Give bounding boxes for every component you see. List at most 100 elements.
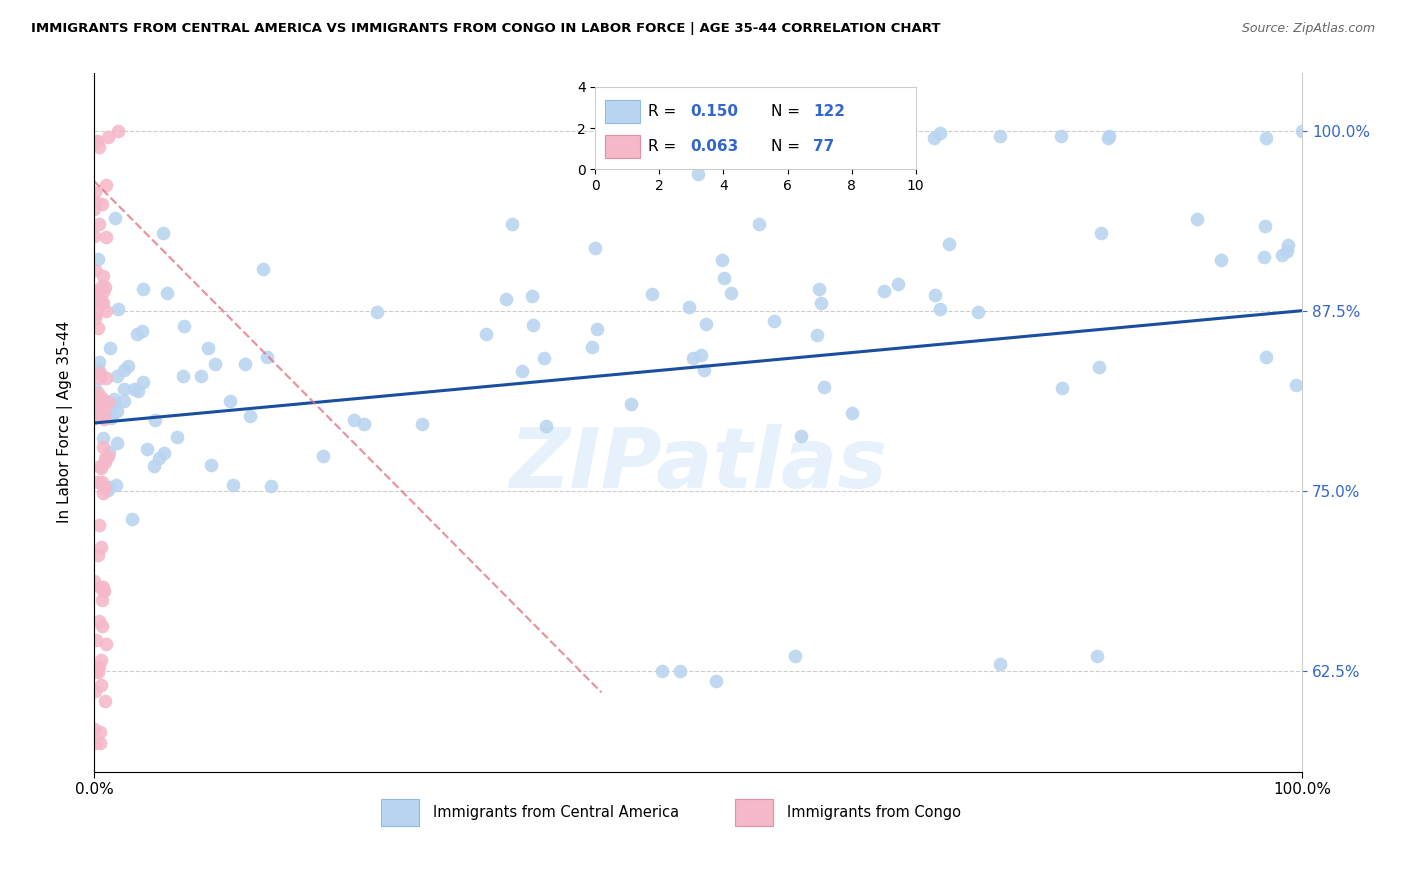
Point bbox=[84, 684, 107, 698]
Point bbox=[204, 357, 226, 371]
Point bbox=[89, 614, 111, 628]
Point bbox=[94, 280, 117, 294]
Point bbox=[197, 341, 219, 355]
Point bbox=[105, 403, 128, 417]
Point bbox=[86, 134, 108, 148]
Point bbox=[94, 455, 117, 469]
Point bbox=[922, 130, 945, 145]
Point bbox=[98, 341, 121, 355]
Point bbox=[90, 653, 112, 667]
Point bbox=[620, 397, 643, 411]
Point bbox=[862, 130, 884, 145]
Point bbox=[93, 480, 115, 494]
Point bbox=[84, 383, 107, 397]
Point bbox=[411, 417, 433, 431]
Point bbox=[1254, 130, 1277, 145]
Point bbox=[366, 305, 388, 319]
Point bbox=[1271, 248, 1294, 262]
Point bbox=[1277, 238, 1299, 252]
Point bbox=[1098, 129, 1121, 144]
Point bbox=[83, 134, 105, 148]
Point bbox=[91, 285, 114, 300]
Point bbox=[156, 286, 179, 301]
Point bbox=[148, 450, 170, 465]
Point bbox=[659, 146, 682, 161]
Point bbox=[142, 458, 165, 473]
Point bbox=[83, 574, 105, 588]
Point bbox=[94, 371, 117, 385]
Point bbox=[534, 419, 557, 434]
Point bbox=[711, 253, 734, 268]
Point bbox=[83, 202, 105, 216]
Point bbox=[475, 326, 498, 341]
Point bbox=[1087, 360, 1109, 375]
Point bbox=[83, 229, 105, 244]
Point bbox=[87, 475, 110, 489]
Point bbox=[1211, 253, 1233, 268]
Point bbox=[90, 619, 112, 633]
Point bbox=[89, 736, 111, 750]
Point bbox=[83, 311, 105, 326]
Point bbox=[107, 436, 129, 450]
Point bbox=[89, 580, 111, 594]
Point bbox=[1254, 219, 1277, 234]
Point bbox=[1291, 123, 1313, 137]
Point bbox=[96, 178, 118, 193]
Point bbox=[84, 633, 107, 648]
Point bbox=[522, 289, 544, 303]
Point bbox=[90, 461, 112, 475]
Point bbox=[93, 584, 115, 599]
Point bbox=[94, 637, 117, 651]
Point bbox=[86, 386, 108, 401]
Point bbox=[84, 195, 107, 210]
Point bbox=[522, 318, 544, 332]
Point bbox=[84, 285, 107, 299]
Point bbox=[87, 362, 110, 376]
Point bbox=[122, 382, 145, 396]
Point bbox=[1187, 212, 1209, 227]
Point bbox=[720, 286, 742, 301]
Point bbox=[790, 428, 813, 442]
Point bbox=[83, 262, 105, 277]
Point bbox=[256, 351, 278, 365]
Point bbox=[1275, 244, 1298, 258]
Y-axis label: In Labor Force | Age 35-44: In Labor Force | Age 35-44 bbox=[58, 321, 73, 524]
Point bbox=[651, 664, 673, 678]
Point bbox=[97, 449, 120, 463]
Text: Source: ZipAtlas.com: Source: ZipAtlas.com bbox=[1241, 22, 1375, 36]
Point bbox=[97, 394, 120, 409]
Point bbox=[693, 363, 716, 377]
Point bbox=[104, 397, 127, 411]
Point bbox=[97, 479, 120, 493]
Point bbox=[91, 391, 114, 405]
Point bbox=[89, 140, 111, 154]
Point bbox=[103, 211, 125, 225]
Point bbox=[107, 123, 129, 137]
Point bbox=[763, 314, 786, 328]
Point bbox=[747, 217, 769, 231]
Point bbox=[91, 583, 114, 598]
Point bbox=[813, 380, 835, 394]
Point bbox=[495, 292, 517, 306]
Point bbox=[585, 322, 607, 336]
Point bbox=[190, 369, 212, 384]
Point bbox=[91, 197, 114, 211]
Point bbox=[510, 364, 533, 378]
Point bbox=[84, 665, 107, 679]
Point bbox=[89, 724, 111, 739]
Point bbox=[84, 306, 107, 320]
Point bbox=[93, 403, 115, 417]
Point bbox=[86, 290, 108, 304]
Point bbox=[89, 354, 111, 368]
Point bbox=[86, 399, 108, 413]
Point bbox=[87, 252, 110, 266]
Point bbox=[86, 293, 108, 308]
Point bbox=[121, 512, 143, 526]
Point bbox=[91, 486, 114, 500]
Point bbox=[173, 319, 195, 334]
Point bbox=[1049, 129, 1071, 144]
Point bbox=[93, 694, 115, 708]
Point bbox=[87, 548, 110, 562]
Point bbox=[91, 431, 114, 445]
Point bbox=[704, 673, 727, 688]
